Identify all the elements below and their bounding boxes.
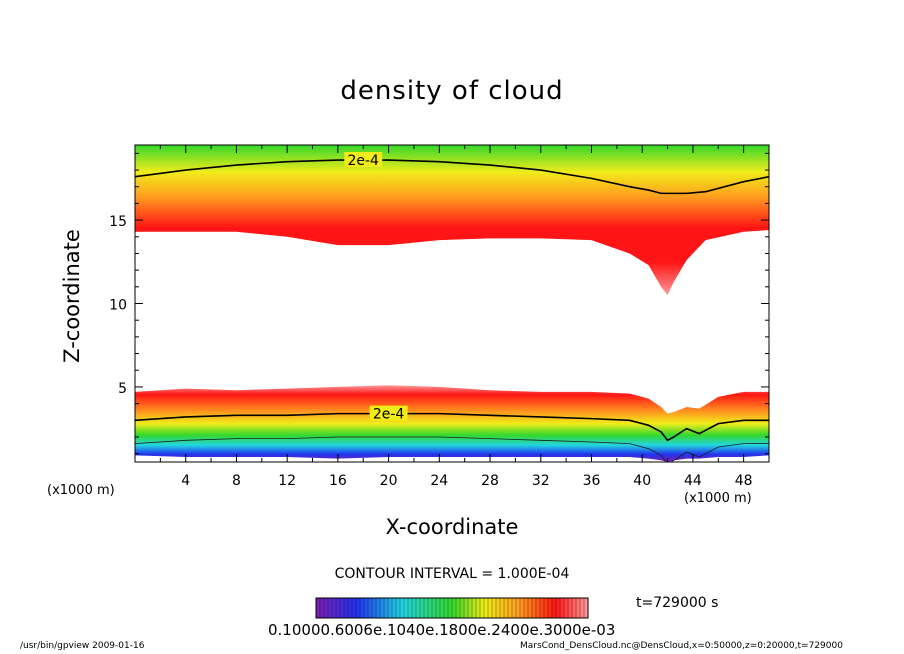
- x-tick-label: 20: [380, 473, 398, 489]
- x-tick-label: 36: [583, 473, 601, 489]
- contour-label-lower: 2e-4: [373, 407, 405, 423]
- upper-cloud-layer: [135, 145, 769, 296]
- x-tick-label: 28: [481, 473, 499, 489]
- x-tick-label: 24: [430, 473, 448, 489]
- x-tick-label: 48: [735, 473, 753, 489]
- y-tick-label: 10: [109, 298, 127, 314]
- x-unit-label-left: (x1000 m): [47, 483, 115, 498]
- footer-right: MarsCond_DensCloud.nc@DensCloud,x=0:5000…: [520, 641, 843, 651]
- contour-label-lower-bg: [369, 405, 408, 421]
- lower-thin-contour-line: [135, 436, 769, 462]
- x-tick-label: 8: [232, 473, 241, 489]
- x-tick-label: 40: [633, 473, 651, 489]
- colorbar-labels: 0.10000.6006e.1040e.1800e.2400e.3000e-03: [268, 621, 616, 639]
- x-unit-label-right: (x1000 m): [684, 491, 752, 506]
- contour-interval-text: CONTOUR INTERVAL = 1.000E-04: [334, 566, 570, 582]
- footer-left: /usr/bin/gpview 2009-01-16: [20, 641, 145, 651]
- x-tick-label: 32: [532, 473, 550, 489]
- contour-label-upper-bg: [344, 152, 383, 168]
- x-tick-label: 44: [684, 473, 702, 489]
- time-label: t=729000 s: [636, 595, 719, 611]
- y-tick-label: 5: [118, 381, 127, 397]
- lower-cloud-layer: [135, 385, 769, 462]
- contour-label-upper: 2e-4: [347, 153, 379, 169]
- x-axis-label: X-coordinate: [385, 515, 519, 539]
- x-tick-label: 4: [181, 473, 190, 489]
- x-tick-label: 16: [329, 473, 347, 489]
- chart-title: density of cloud: [340, 76, 564, 106]
- lower-contour-line: [135, 412, 769, 442]
- upper-contour-line: [135, 159, 769, 195]
- y-tick-label: 15: [109, 214, 127, 230]
- y-axis-label: Z-coordinate: [60, 229, 84, 363]
- x-tick-label: 12: [278, 473, 296, 489]
